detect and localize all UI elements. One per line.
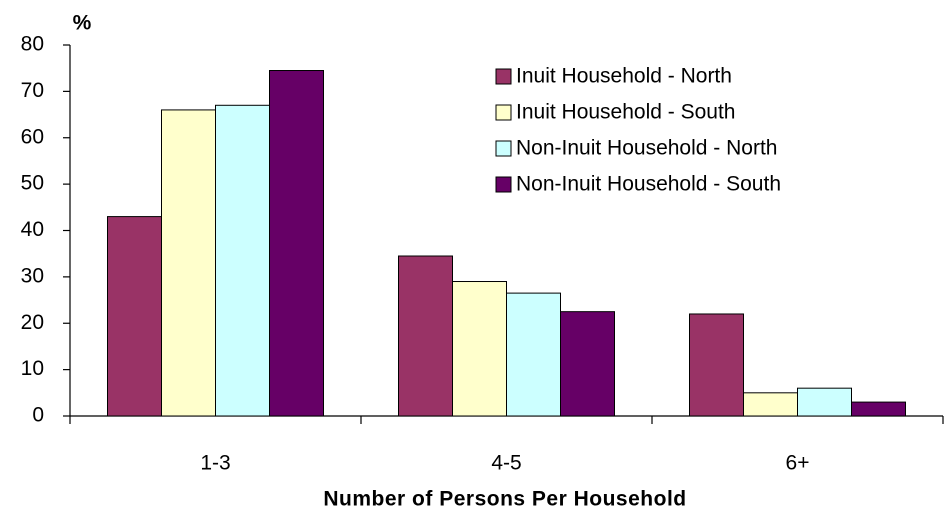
- legend-label: Non-Inuit Household - South: [516, 173, 781, 196]
- legend-swatch: [495, 68, 512, 85]
- legend-label: Non-Inuit Household - North: [516, 137, 777, 160]
- legend-swatch: [495, 176, 512, 193]
- bar: [797, 387, 852, 417]
- legend-label: Inuit Household - South: [516, 101, 735, 124]
- bar: [269, 70, 324, 417]
- y-tick-label: 70: [21, 79, 44, 102]
- x-tick-label: 6+: [786, 452, 810, 475]
- y-tick-label: 80: [21, 33, 44, 56]
- y-tick-label: 30: [21, 264, 44, 287]
- y-tick-label: 50: [21, 172, 44, 195]
- bar: [398, 255, 453, 417]
- bar: [689, 313, 744, 417]
- legend-label: Inuit Household - North: [516, 65, 732, 88]
- legend-swatch: [495, 104, 512, 121]
- x-tick-label: 4-5: [491, 452, 521, 475]
- y-axis-label: %: [73, 12, 92, 35]
- y-tick-label: 10: [21, 357, 44, 380]
- bar: [743, 392, 798, 417]
- bar: [560, 311, 615, 417]
- bar: [161, 109, 216, 417]
- bar: [851, 401, 906, 417]
- bar: [107, 216, 162, 417]
- x-axis-label: Number of Persons Per Household: [323, 488, 686, 511]
- legend-swatch: [495, 140, 512, 157]
- y-tick-label: 40: [21, 218, 44, 241]
- y-tick-label: 0: [32, 404, 44, 427]
- y-tick-label: 60: [21, 125, 44, 148]
- bar: [506, 292, 561, 417]
- bar: [215, 104, 270, 417]
- bar: [452, 281, 507, 417]
- x-tick-label: 1-3: [200, 452, 230, 475]
- y-tick-label: 20: [21, 311, 44, 334]
